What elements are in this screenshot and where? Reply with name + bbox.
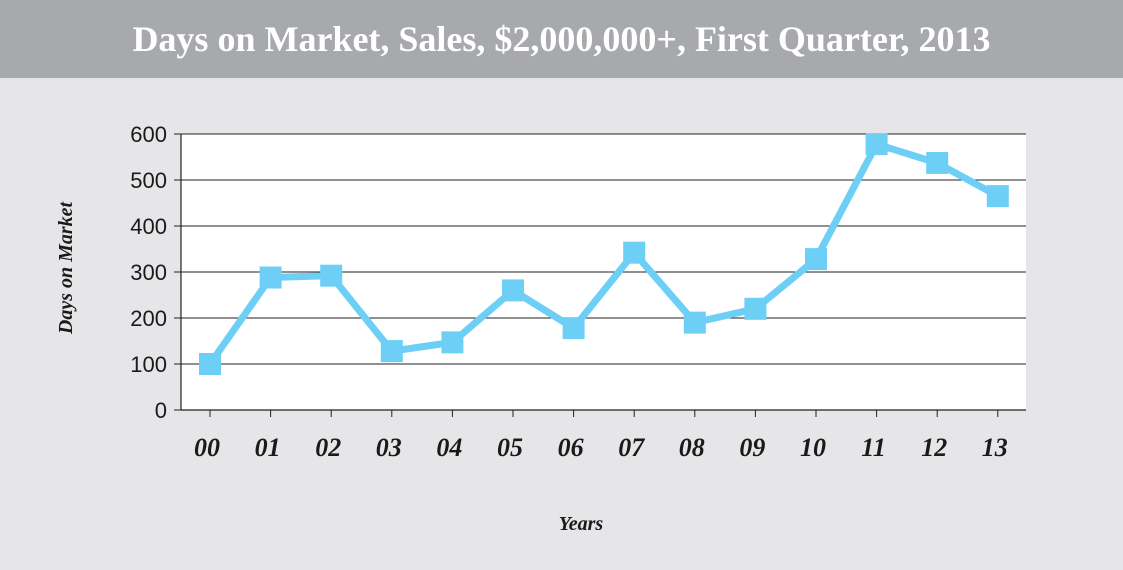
y-tick-label: 500	[130, 168, 167, 193]
data-point-marker	[259, 266, 282, 289]
x-axis-label: Years	[559, 513, 604, 535]
data-point-marker	[380, 340, 403, 363]
data-point-marker	[926, 151, 949, 174]
x-tick-label: 02	[315, 433, 341, 462]
x-tick-label: 03	[376, 433, 402, 462]
x-tick-label: 13	[982, 433, 1008, 462]
series-line-segment	[327, 272, 396, 355]
x-tick-label: 10	[800, 433, 826, 462]
data-point-marker	[199, 353, 221, 375]
data-point-marker	[441, 331, 464, 354]
x-tick-label: 06	[558, 433, 584, 462]
data-point-marker	[986, 185, 1009, 208]
y-tick-label: 200	[130, 306, 167, 331]
x-tick-label: 01	[255, 433, 281, 462]
y-tick-label: 400	[130, 214, 167, 239]
x-tick-label: 04	[436, 433, 462, 462]
data-point-marker	[562, 317, 585, 340]
data-point-marker	[683, 311, 706, 334]
data-point-marker	[865, 133, 888, 156]
chart-title: Days on Market, Sales, $2,000,000+, Firs…	[132, 19, 991, 59]
y-tick-label: 0	[155, 398, 167, 423]
y-tick-label: 600	[130, 122, 167, 147]
line-chart: 0 100 200 300 400 500 600 00 01 02 03 04 05 06 07 08 09…	[55, 122, 1026, 535]
data-point-marker	[623, 241, 646, 264]
data-point-marker	[502, 279, 524, 302]
series-line-segment	[812, 140, 881, 263]
x-tick-label: 05	[497, 433, 523, 462]
x-tick-label: 00	[194, 433, 220, 462]
series-line-segment	[206, 274, 275, 368]
x-tick-labels: 00 01 02 03 04 05 06 07 08 09 10 11 12 13	[194, 433, 1008, 462]
x-tick-label: 12	[921, 433, 947, 462]
series-markers	[199, 133, 1009, 375]
x-tick-label: 08	[679, 433, 705, 462]
y-axis-label: Days on Market	[55, 200, 77, 335]
data-point-marker	[805, 248, 827, 271]
y-tick-labels: 0 100 200 300 400 500 600	[130, 122, 167, 423]
y-tick-label: 300	[130, 260, 167, 285]
series-line-segment	[630, 249, 699, 327]
data-point-marker	[320, 264, 343, 287]
x-tick-label: 09	[739, 433, 765, 462]
series-line-segment	[570, 249, 638, 332]
x-tick-label: 11	[861, 433, 886, 462]
x-tick-label: 07	[618, 433, 645, 462]
y-tick-label: 100	[130, 352, 167, 377]
title-bar: Days on Market, Sales, $2,000,000+, Firs…	[0, 0, 1123, 78]
axes	[174, 133, 1026, 417]
data-point-marker	[744, 297, 767, 320]
